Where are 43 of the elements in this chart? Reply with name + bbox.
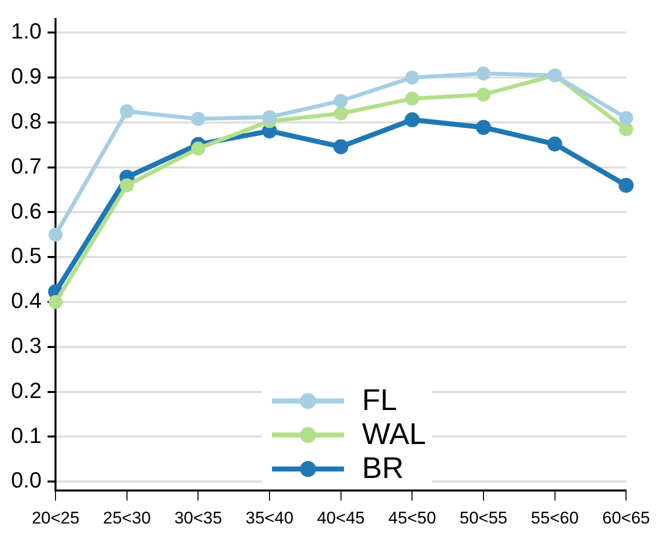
point (476, 88, 490, 102)
y-tick-label: 0.4 (10, 288, 42, 314)
legend-label: BR (362, 452, 404, 486)
point (476, 120, 491, 135)
legend-label: WAL (362, 418, 426, 452)
y-tick-label: 0.9 (10, 64, 42, 89)
y-tick-label: 0.3 (10, 333, 42, 358)
point (334, 94, 348, 108)
x-tick-label: 40<45 (316, 508, 365, 528)
x-tick-label: 60<65 (602, 508, 650, 528)
point (547, 136, 562, 152)
point (120, 104, 134, 118)
point (405, 70, 420, 85)
y-tick-label: 0.5 (10, 243, 42, 268)
point (618, 178, 634, 193)
x-tick-label: 20<25 (32, 508, 80, 528)
point (405, 92, 420, 106)
point (48, 228, 63, 242)
legend-label: FL (362, 384, 398, 418)
y-tick-label: 0.7 (10, 153, 42, 178)
y-tick-label: 0.0 (10, 468, 42, 493)
point (404, 112, 420, 128)
y-tick-label: 1.0 (10, 18, 42, 44)
x-tick-label: 35<40 (246, 508, 294, 528)
point (191, 142, 206, 156)
point (191, 112, 206, 126)
y-tick-label: 0.8 (10, 108, 42, 134)
x-tick-label: 30<35 (174, 508, 222, 528)
x-tick-label: 50<55 (460, 508, 508, 528)
point (619, 122, 634, 136)
point (334, 106, 348, 120)
point (619, 110, 634, 125)
point (120, 178, 134, 192)
y-tick-label: 0.6 (10, 198, 42, 224)
x-tick-label: 45<50 (388, 508, 436, 528)
point (333, 139, 348, 154)
y-tick-label: 0.1 (10, 422, 42, 448)
y-tick-label: 0.2 (10, 378, 42, 403)
x-tick-label: 55<60 (530, 508, 579, 528)
x-tick-label: 25<30 (103, 508, 151, 528)
point (476, 66, 490, 81)
point (48, 295, 63, 310)
point (262, 110, 277, 124)
